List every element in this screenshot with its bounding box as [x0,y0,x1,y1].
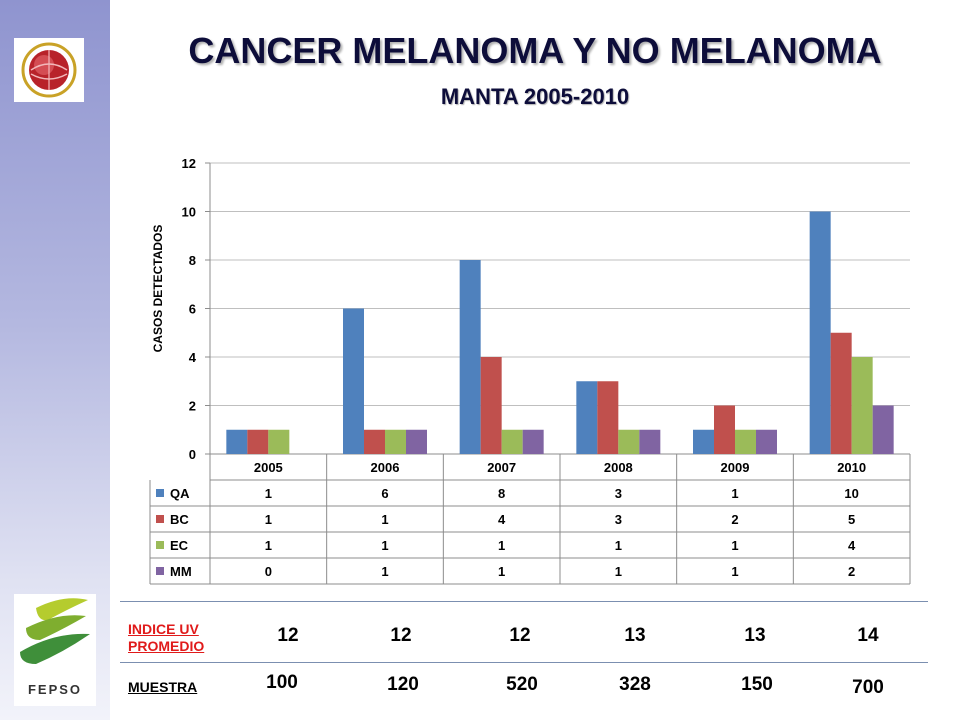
data-label: 2 [848,564,855,579]
legend-label: EC [170,538,189,553]
indice-value: 14 [857,625,879,646]
divider-middle [120,662,928,663]
data-label: 1 [731,564,738,579]
x-tick-label: 2007 [487,460,516,475]
legend-swatch-qa [156,489,164,497]
y-tick-label: 8 [189,253,196,268]
bar-qa [226,429,248,454]
divider-top [120,601,928,602]
x-tick-label: 2008 [604,460,633,475]
legend-label: BC [170,512,189,527]
bar-ec [618,429,640,454]
bar-bc [830,332,852,454]
y-axis-label: CASOS DETECTADOS [151,225,165,353]
muestra-value: 150 [741,674,773,695]
bar-bc [714,405,735,454]
bar-mm [522,429,544,454]
bar-bc [247,429,269,454]
legend-swatch-ec [156,541,164,549]
bar-qa [809,211,831,454]
legend-label: QA [170,486,190,501]
indice-value: 13 [624,625,646,646]
bar-qa [343,308,364,454]
data-label: 1 [615,564,622,579]
page-subtitle: MANTA 2005-2010 [440,84,630,109]
leaf-logo-icon [20,598,90,664]
y-tick-label: 12 [182,156,196,171]
globe-logo-icon [21,42,77,98]
data-label: 1 [498,564,505,579]
indice-value: 12 [277,625,299,646]
x-tick-label: 2005 [254,460,283,475]
bar-bc [597,381,619,454]
data-label: 0 [265,564,272,579]
data-label: 1 [615,538,622,553]
bar-bc [364,429,385,454]
indice-value: 13 [744,625,766,646]
indice-uv-label: INDICE UV PROMEDIO [128,621,204,655]
bar-mm [406,429,427,454]
y-tick-label: 10 [182,205,196,220]
indice-label-line2: PROMEDIO [128,638,205,654]
x-tick-label: 2010 [837,460,866,475]
bar-mm [872,405,894,454]
data-label: 1 [381,564,388,579]
data-label: 1 [731,538,738,553]
bar-ec [385,429,406,454]
page-title: CANCER MELANOMA Y NO MELANOMA [188,30,882,71]
x-tick-label: 2009 [721,460,750,475]
data-label: 1 [731,486,738,501]
data-label: 2 [731,512,738,527]
data-label: 1 [381,512,388,527]
indice-value: 12 [390,625,412,646]
data-label: 6 [381,486,388,501]
legend-label: MM [170,564,192,579]
data-label: 1 [265,538,272,553]
data-label: 3 [615,512,622,527]
fepso-logo: FEPSO [14,594,96,706]
bar-qa [693,429,714,454]
bar-ec [851,357,873,454]
bar-ec [268,429,290,454]
data-label: 1 [265,486,272,501]
muestra-value: 328 [619,674,651,695]
data-label: 5 [848,512,855,527]
data-label: 1 [265,512,272,527]
legend-swatch-bc [156,515,164,523]
indice-value: 12 [509,625,531,646]
y-tick-label: 0 [189,447,196,462]
data-label: 3 [615,486,622,501]
muestra-label: MUESTRA [128,679,198,695]
muestra-value: 100 [266,672,298,693]
data-label: 4 [498,512,506,527]
y-tick-label: 4 [189,350,197,365]
y-tick-label: 2 [189,399,196,414]
bar-mm [756,429,777,454]
data-label: 1 [381,538,388,553]
muestra-value: 700 [852,677,884,698]
muestra-value: 120 [387,674,419,695]
bar-qa [576,381,598,454]
bar-bc [480,357,502,454]
muestra-value: 520 [506,674,538,695]
bar-ec [501,429,523,454]
fepso-logo-text: FEPSO [27,682,83,697]
legend-swatch-mm [156,567,164,575]
bar-ec [735,429,756,454]
data-label: 1 [498,538,505,553]
institution-logo [14,38,84,102]
bar-qa [459,260,481,454]
data-label: 8 [498,486,505,501]
x-tick-label: 2006 [371,460,400,475]
indice-label-line1: INDICE UV [128,621,199,637]
data-label: 10 [844,486,858,501]
bar-mm [639,429,661,454]
y-tick-label: 6 [189,302,196,317]
data-label: 4 [848,538,856,553]
